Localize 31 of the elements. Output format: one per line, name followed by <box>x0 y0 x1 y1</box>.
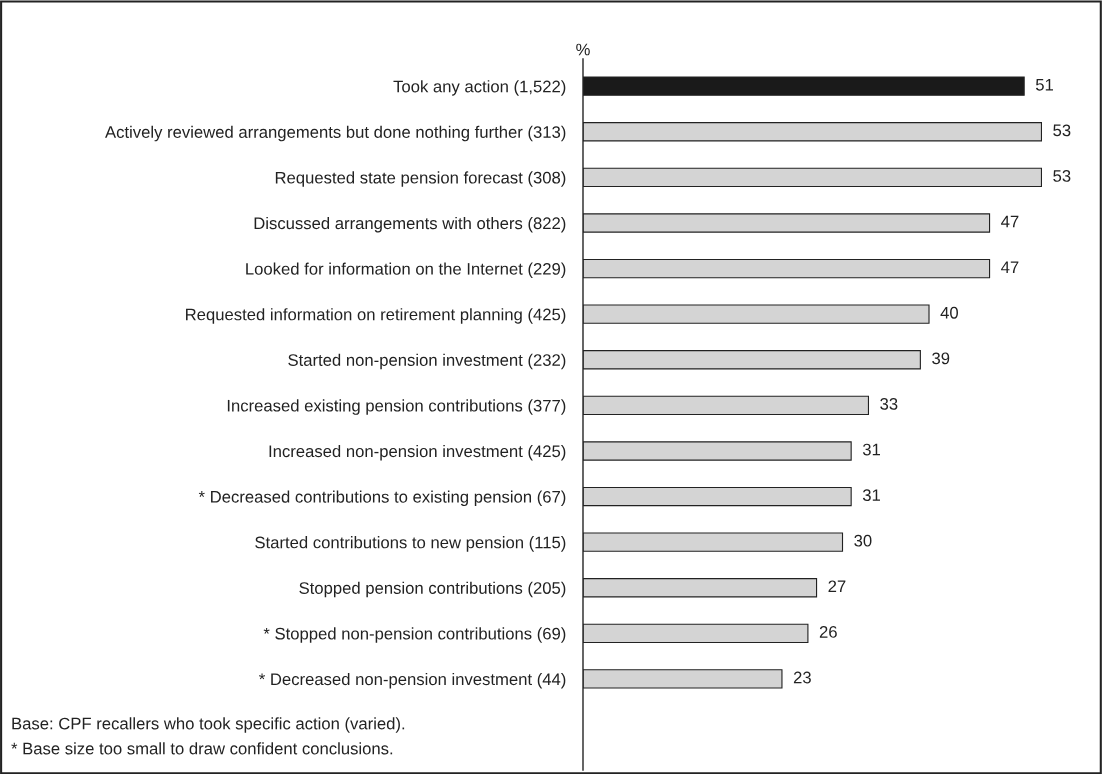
y-tick-label: Increased existing pension contributions (377) <box>227 399 566 415</box>
y-tick-label: * Decreased non-pension investment (44) <box>259 672 566 689</box>
data-label: 40 <box>940 306 959 319</box>
data-label: 39 <box>932 352 950 365</box>
data-label: 31 <box>862 443 880 456</box>
data-label: 51 <box>1035 79 1054 91</box>
x-axis-title: % <box>576 43 590 56</box>
y-tick-label: Discussed arrangements with others (822) <box>254 216 566 233</box>
y-tick-label: Actively reviewed arrangements but done nothing further (313) <box>105 125 566 142</box>
y-tick-label: Increased non-pension investment (425) <box>269 444 566 461</box>
y-tick-label: Requested information on retirement planning (425) <box>186 308 566 324</box>
data-label: 30 <box>854 534 872 547</box>
y-tick-label: Requested state pension forecast (308) <box>275 171 566 187</box>
data-label: 53 <box>1053 170 1071 182</box>
data-label: 31 <box>862 489 880 502</box>
y-tick-label: Started non-pension investment (232) <box>288 353 566 370</box>
data-label: 26 <box>819 626 837 638</box>
data-label: 33 <box>880 398 898 410</box>
y-tick-label: Looked for information on the Internet (229) <box>246 262 566 279</box>
data-label: 47 <box>1001 261 1019 273</box>
y-tick-label: * Stopped non-pension contributions (69) <box>263 627 566 643</box>
text: * Base size too small to draw confident conclusions. <box>11 742 393 755</box>
text: Base: CPF recallers who took specific action (varied). <box>12 717 405 733</box>
y-tick-label: Started contributions to new pension (115) <box>255 536 566 552</box>
y-tick-label: Took any action (1,522) <box>393 80 566 96</box>
data-label: 53 <box>1053 124 1071 137</box>
y-tick-label: * Decreased contributions to existing pension (67) <box>198 490 566 507</box>
data-label: 27 <box>828 580 846 593</box>
data-label: 23 <box>793 671 811 684</box>
data-label: 47 <box>1001 215 1019 228</box>
y-tick-label: Stopped pension contributions (205) <box>299 581 566 598</box>
